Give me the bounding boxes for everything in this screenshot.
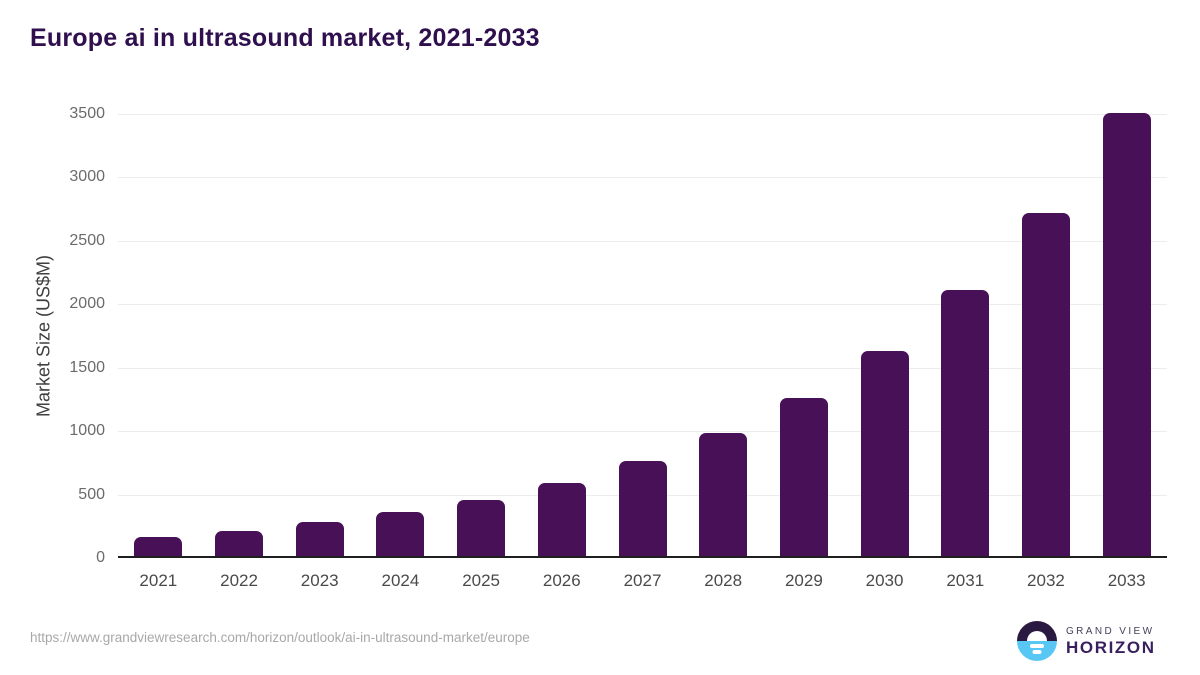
bar-2027[interactable] [618, 460, 667, 558]
bar-2021[interactable] [134, 537, 183, 558]
bar-2032[interactable] [1021, 212, 1070, 558]
horizon-sunset-logo-icon [1017, 621, 1057, 661]
y-tick-label-2000: 2000 [69, 295, 105, 313]
x-axis-line [118, 556, 1167, 558]
chart-title: Europe ai in ultrasound market, 2021-203… [30, 24, 540, 52]
gridline-1000 [118, 431, 1167, 433]
logo-sun-shape [1027, 631, 1047, 641]
logo-reflection-line-2 [1032, 650, 1042, 654]
logo-text: GRAND VIEW HORIZON [1066, 625, 1156, 657]
x-tick-label-2033: 2033 [1107, 571, 1146, 590]
y-tick-label-500: 500 [78, 485, 105, 503]
x-tick-label-2023: 2023 [300, 571, 339, 590]
gridline-3000 [118, 177, 1167, 179]
bar-2033[interactable] [1102, 112, 1151, 558]
bar-2023[interactable] [295, 522, 344, 558]
bar-2025[interactable] [457, 499, 506, 558]
logo-reflection-line-1 [1030, 644, 1044, 648]
x-tick-label-2030: 2030 [865, 571, 904, 590]
bar-2026[interactable] [537, 482, 586, 558]
y-tick-label-1500: 1500 [69, 358, 105, 376]
gridline-1500 [118, 367, 1167, 369]
gridline-2500 [118, 240, 1167, 242]
logo-brand-bottom-label: HORIZON [1066, 638, 1156, 657]
x-tick-label-2021: 2021 [139, 571, 178, 590]
logo-brand-top-label: GRAND VIEW [1066, 626, 1155, 637]
gridline-2000 [118, 304, 1167, 306]
bar-2029[interactable] [779, 397, 828, 558]
x-tick-label-2025: 2025 [462, 571, 501, 590]
y-tick-label-2500: 2500 [69, 231, 105, 249]
x-tick-label-2031: 2031 [946, 571, 985, 590]
y-tick-label-3500: 3500 [69, 105, 105, 122]
x-tick-label-2032: 2032 [1027, 571, 1065, 590]
x-tick-label-2027: 2027 [623, 571, 662, 590]
y-axis-title: Market Size (US$M) [33, 254, 54, 418]
x-tick-label-2022: 2022 [220, 571, 258, 590]
plot-area: 0 500 1000 1500 2000 2500 3000 3500 2021 2022 2023… [69, 105, 1167, 590]
bar-2022[interactable] [215, 530, 264, 558]
gridline-3500 [118, 114, 1167, 115]
bar-2028[interactable] [699, 433, 748, 558]
x-tick-label-2029: 2029 [784, 571, 823, 590]
x-tick-label-2028: 2028 [704, 571, 743, 590]
bar-2031[interactable] [941, 290, 990, 558]
brand-logo: GRAND VIEW HORIZON [1017, 621, 1156, 661]
y-tick-label-3000: 3000 [69, 168, 105, 186]
bar-2024[interactable] [376, 512, 425, 558]
source-url: https://www.grandviewresearch.com/horizo… [30, 630, 530, 645]
x-tick-label-2024: 2024 [381, 571, 420, 590]
y-tick-label-0: 0 [96, 549, 105, 566]
y-tick-label-1000: 1000 [69, 422, 105, 440]
x-tick-label-2026: 2026 [542, 571, 581, 590]
bar-2030[interactable] [860, 350, 909, 558]
